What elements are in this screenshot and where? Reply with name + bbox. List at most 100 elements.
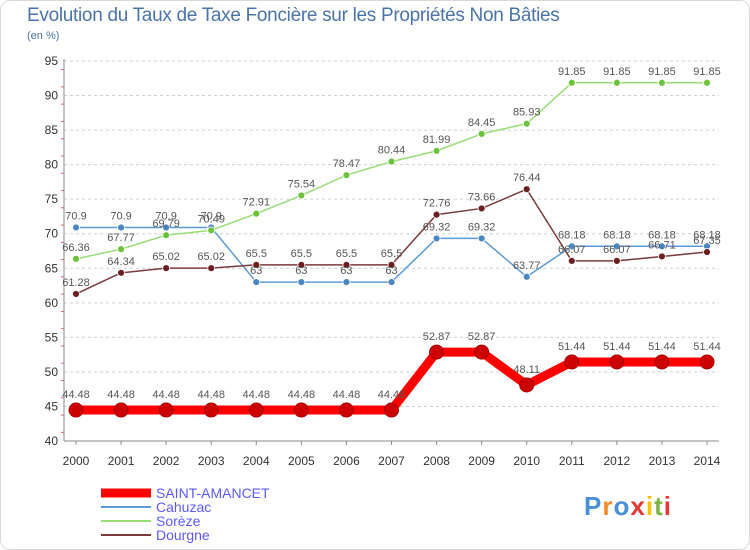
data-point-dourgne bbox=[297, 260, 306, 269]
y-tick-label: 40 bbox=[45, 434, 59, 448]
data-label-cahuzac: 68.18 bbox=[603, 229, 631, 241]
logo-letter: i bbox=[663, 491, 672, 521]
data-point-dourgne bbox=[342, 260, 351, 269]
data-point-dourgne bbox=[387, 260, 396, 269]
proxiti-logo[interactable]: Proxiti bbox=[584, 491, 672, 522]
data-label-dourgne: 66.07 bbox=[558, 244, 586, 256]
logo-letter: i bbox=[645, 491, 655, 521]
data-label-dourgne: 65.02 bbox=[197, 251, 225, 263]
x-tick-label: 2006 bbox=[333, 454, 360, 468]
x-tick-label: 2009 bbox=[468, 454, 495, 468]
data-label-soreze: 80.44 bbox=[378, 145, 406, 157]
data-label-soreze: 91.85 bbox=[603, 66, 631, 78]
data-point-cahuzac bbox=[162, 223, 171, 232]
x-tick-label: 2000 bbox=[63, 454, 90, 468]
data-point-saint-amancet bbox=[519, 377, 535, 393]
data-label-cahuzac: 68.18 bbox=[648, 229, 676, 241]
data-point-dourgne bbox=[72, 290, 80, 298]
logo-letter: r bbox=[602, 491, 614, 521]
x-tick-label: 2007 bbox=[378, 454, 405, 468]
data-point-cahuzac bbox=[297, 278, 306, 286]
data-label-saint-amancet: 51.44 bbox=[558, 341, 586, 353]
data-label-cahuzac: 63 bbox=[385, 265, 397, 277]
data-point-soreze bbox=[117, 245, 125, 254]
y-tick-label: 50 bbox=[45, 365, 59, 379]
data-label-dourgne: 65.5 bbox=[381, 248, 402, 260]
data-label-soreze: 91.85 bbox=[558, 66, 586, 78]
data-point-saint-amancet bbox=[384, 402, 399, 418]
data-label-soreze: 70.49 bbox=[197, 213, 225, 225]
data-point-soreze bbox=[207, 226, 216, 235]
data-label-saint-amancet: 44.48 bbox=[333, 389, 361, 401]
data-point-soreze bbox=[703, 78, 711, 87]
data-label-cahuzac: 68.18 bbox=[693, 229, 721, 241]
data-point-saint-amancet bbox=[429, 344, 445, 360]
data-point-cahuzac bbox=[522, 272, 531, 281]
y-tick-label: 75 bbox=[45, 192, 59, 206]
data-label-cahuzac: 63 bbox=[295, 265, 307, 277]
legend-swatch-dourgne bbox=[101, 534, 151, 536]
y-tick-label: 60 bbox=[45, 296, 59, 310]
data-point-saint-amancet bbox=[699, 354, 715, 370]
data-label-cahuzac: 63 bbox=[340, 265, 352, 277]
data-point-soreze bbox=[297, 191, 306, 200]
data-label-saint-amancet: 44.48 bbox=[378, 389, 406, 401]
data-label-soreze: 85.93 bbox=[513, 107, 541, 119]
data-point-dourgne bbox=[658, 252, 666, 261]
data-point-cahuzac bbox=[477, 234, 486, 243]
logo-letter: t bbox=[654, 491, 664, 521]
data-point-saint-amancet bbox=[248, 402, 264, 418]
data-point-soreze bbox=[477, 129, 486, 138]
data-label-soreze: 91.85 bbox=[648, 66, 676, 78]
data-point-saint-amancet bbox=[564, 354, 580, 370]
data-point-dourgne bbox=[252, 260, 261, 269]
data-label-soreze: 81.99 bbox=[423, 134, 451, 146]
data-point-soreze bbox=[432, 146, 441, 155]
data-label-dourgne: 65.5 bbox=[246, 248, 267, 260]
y-tick-label: 90 bbox=[45, 89, 59, 103]
data-label-saint-amancet: 44.48 bbox=[107, 389, 135, 401]
data-label-dourgne: 61.28 bbox=[62, 277, 90, 289]
x-tick-label: 2012 bbox=[604, 454, 631, 468]
data-label-soreze: 72.91 bbox=[243, 197, 271, 209]
data-label-soreze: 75.54 bbox=[288, 178, 316, 190]
data-point-dourgne bbox=[567, 256, 576, 265]
data-label-saint-amancet: 51.44 bbox=[603, 341, 631, 353]
data-label-saint-amancet: 44.48 bbox=[288, 389, 316, 401]
data-label-cahuzac: 70.9 bbox=[65, 211, 86, 223]
data-point-saint-amancet bbox=[113, 402, 129, 418]
data-point-cahuzac bbox=[72, 223, 80, 232]
data-point-soreze bbox=[522, 119, 531, 128]
data-point-soreze bbox=[342, 171, 351, 180]
x-tick-label: 2001 bbox=[108, 454, 135, 468]
data-point-soreze bbox=[612, 78, 621, 87]
data-label-dourgne: 65.5 bbox=[336, 248, 357, 260]
logo-letter: P bbox=[584, 491, 603, 521]
legend-swatch-saint-amancet bbox=[101, 488, 151, 498]
data-point-soreze bbox=[72, 254, 80, 263]
data-point-cahuzac bbox=[658, 242, 666, 251]
data-label-dourgne: 73.66 bbox=[468, 191, 496, 203]
x-tick-label: 2004 bbox=[243, 454, 270, 468]
data-point-saint-amancet bbox=[338, 402, 354, 418]
data-label-dourgne: 76.44 bbox=[513, 172, 541, 184]
data-point-dourgne bbox=[477, 204, 486, 213]
legend-label-cahuzac: Cahuzac bbox=[156, 499, 212, 515]
x-tick-label: 2005 bbox=[288, 454, 315, 468]
data-point-soreze bbox=[252, 209, 261, 218]
data-point-saint-amancet bbox=[68, 402, 84, 418]
y-tick-label: 65 bbox=[45, 261, 59, 275]
x-tick-label: 2011 bbox=[559, 454, 585, 468]
x-tick-label: 2013 bbox=[649, 454, 676, 468]
data-label-saint-amancet: 52.87 bbox=[423, 331, 451, 343]
data-label-soreze: 91.85 bbox=[693, 66, 721, 78]
x-tick-label: 2014 bbox=[694, 454, 721, 468]
data-label-cahuzac: 68.18 bbox=[558, 229, 586, 241]
data-point-saint-amancet bbox=[654, 354, 670, 370]
data-label-cahuzac: 69.32 bbox=[423, 221, 451, 233]
data-label-dourgne: 65.5 bbox=[291, 248, 312, 260]
data-label-saint-amancet: 51.44 bbox=[648, 341, 676, 353]
data-point-cahuzac bbox=[387, 278, 396, 286]
x-tick-label: 2010 bbox=[513, 454, 540, 468]
data-point-cahuzac bbox=[567, 242, 576, 251]
